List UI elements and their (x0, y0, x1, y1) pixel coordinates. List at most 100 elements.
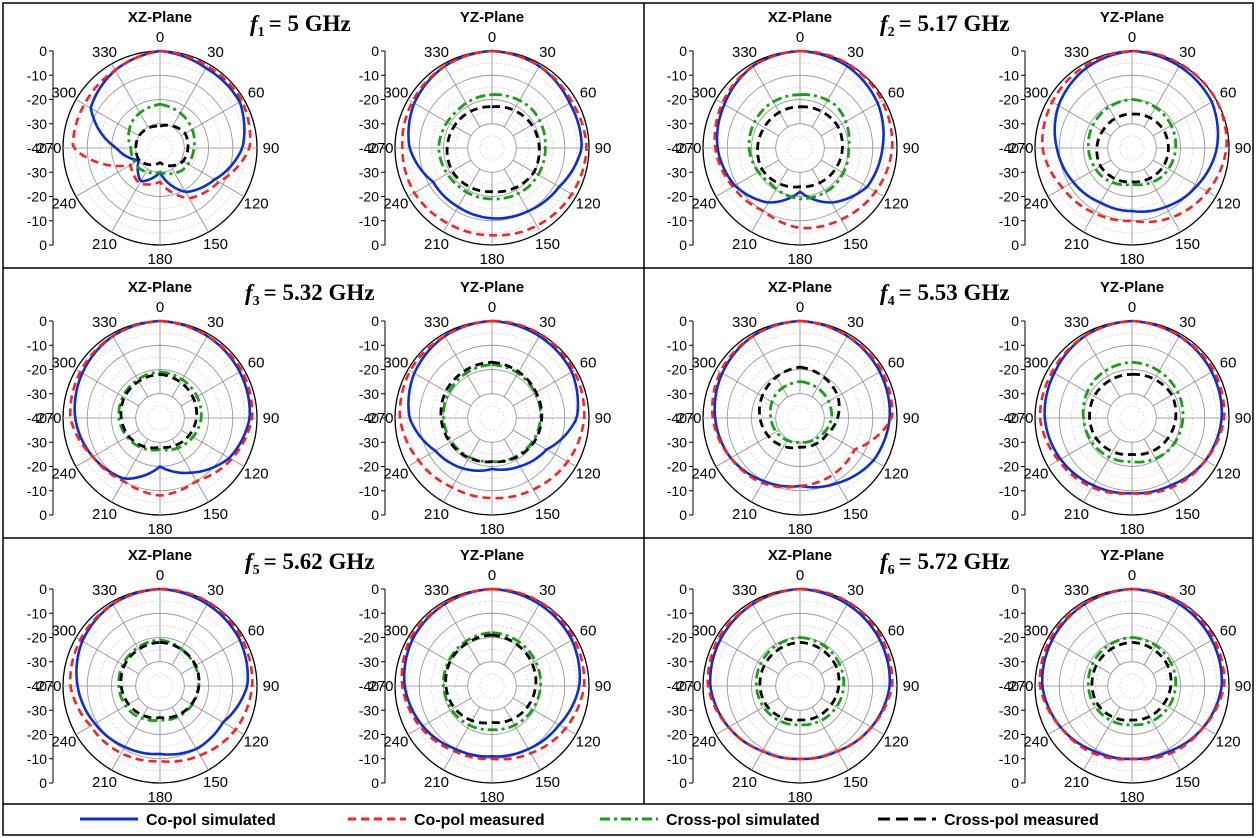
angle-tick-label: 180 (1119, 789, 1144, 806)
grid-spoke (111, 333, 149, 398)
angle-tick-label: 30 (539, 314, 556, 331)
radial-tick-label: 0 (371, 775, 379, 791)
grid-spoke (512, 637, 577, 675)
grid-spoke (751, 333, 789, 398)
radial-tick-label: -20 (359, 459, 379, 475)
frequency-value: = 5.32 GHz (264, 280, 375, 305)
radial-tick-label: -30 (27, 386, 47, 402)
grid-spoke (1152, 637, 1217, 675)
radial-tick-label: -40 (667, 678, 687, 694)
grid-spoke (715, 369, 780, 407)
radial-tick-label: 0 (679, 43, 687, 59)
radial-tick-label: 0 (1011, 775, 1019, 791)
panels-layer: f1 = 5 GHzXZ-Plane03060901201501802102402… (27, 9, 1252, 806)
radial-tick-label: -30 (27, 116, 47, 132)
grid-circle (479, 673, 505, 699)
radial-tick-label: -40 (999, 140, 1019, 156)
radial-tick-label: -10 (667, 751, 687, 767)
angle-tick-label: 210 (1064, 506, 1089, 523)
angle-tick-label: 330 (1064, 44, 1089, 61)
angle-tick-label: 120 (1216, 734, 1241, 751)
grid-circle (787, 673, 813, 699)
grid-spoke (443, 438, 481, 503)
angle-tick-label: 240 (691, 734, 716, 751)
grid-spoke (407, 159, 472, 197)
grid-spoke (1083, 438, 1121, 503)
series-line-crosspol-simulated (127, 102, 196, 176)
angle-tick-label: 330 (732, 582, 757, 599)
radial-tick-label: 0 (39, 581, 47, 597)
angle-tick-label: 330 (92, 582, 117, 599)
grid-spoke (443, 168, 481, 233)
radial-tick-label: -20 (359, 362, 379, 378)
radial-tick-label: 0 (371, 581, 379, 597)
radial-tick-label: 0 (39, 313, 47, 329)
angle-tick-label: 0 (156, 567, 164, 584)
radial-tick-label: -30 (359, 434, 379, 450)
angle-tick-label: 210 (424, 774, 449, 791)
angle-tick-label: 150 (203, 506, 228, 523)
angle-tick-label: 300 (691, 85, 716, 102)
radial-tick-label: 0 (371, 507, 379, 523)
radial-tick-label: -40 (27, 410, 47, 426)
plane-title: XZ-Plane (128, 547, 192, 564)
angle-tick-label: 0 (488, 567, 496, 584)
angle-tick-label: 300 (1023, 623, 1048, 640)
grid-spoke (111, 438, 149, 503)
grid-spoke (751, 168, 789, 233)
angle-tick-label: 30 (847, 582, 864, 599)
grid-circle (467, 393, 517, 443)
grid-circle (147, 135, 173, 161)
radial-tick-label: -10 (667, 337, 687, 353)
angle-tick-label: 120 (884, 466, 909, 483)
plane-title: XZ-Plane (128, 279, 192, 296)
series-line-crosspol-measured (1088, 372, 1178, 457)
grid-spoke (443, 333, 481, 398)
angle-tick-label: 240 (51, 734, 76, 751)
angle-tick-label: 60 (888, 623, 905, 640)
frequency-value: = 5.53 GHz (899, 280, 1010, 305)
series-line-copol-measured (1038, 587, 1226, 761)
angle-tick-label: 30 (207, 314, 224, 331)
grid-spoke (1143, 333, 1181, 398)
frequency-symbol: f (880, 549, 890, 574)
radial-tick-label: -10 (667, 605, 687, 621)
angle-tick-label: 30 (1179, 44, 1196, 61)
polar-plot-xz-plane: XZ-Plane03060901201501802102402703003300… (667, 279, 920, 538)
series-line-crosspol-measured (445, 105, 541, 194)
series-line-crosspol-simulated (768, 380, 834, 444)
grid-spoke (75, 637, 140, 675)
angle-tick-label: 240 (1023, 196, 1048, 213)
radial-tick-label: -10 (27, 483, 47, 499)
radial-tick-label: 0 (679, 775, 687, 791)
grid-spoke (171, 168, 209, 233)
angle-tick-label: 60 (248, 85, 265, 102)
radial-tick-label: -20 (359, 630, 379, 646)
angle-tick-label: 30 (847, 314, 864, 331)
angle-tick-label: 30 (539, 44, 556, 61)
angle-tick-label: 210 (732, 506, 757, 523)
radial-tick-label: -40 (359, 678, 379, 694)
radial-tick-label: -30 (359, 654, 379, 670)
grid-circle (135, 661, 185, 711)
angle-tick-label: 0 (796, 299, 804, 316)
radial-tick-label: -10 (27, 67, 47, 83)
grid-spoke (171, 333, 209, 398)
radial-tick-label: -10 (999, 213, 1019, 229)
grid-spoke (1047, 369, 1112, 407)
angle-tick-label: 150 (535, 236, 560, 253)
radial-tick-label: 0 (371, 313, 379, 329)
frequency-value: = 5.72 GHz (899, 549, 1010, 574)
grid-spoke (503, 601, 541, 666)
angle-tick-label: 30 (207, 582, 224, 599)
angle-tick-label: 150 (843, 506, 868, 523)
angle-tick-label: 90 (903, 678, 920, 695)
grid-spoke (811, 601, 849, 666)
panel-f4: f4 = 5.53 GHz XZ-Plane 0 30 60 90 120 150 180 210 2… (667, 279, 1252, 538)
series-line-copol-measured (710, 319, 894, 489)
radial-tick-label: -30 (667, 116, 687, 132)
polar-plot-yz-plane: YZ-Plane03060901201501802102402703003300… (999, 279, 1252, 538)
frequency-symbol: f (245, 280, 255, 305)
angle-tick-label: 210 (732, 236, 757, 253)
angle-tick-label: 240 (1023, 734, 1048, 751)
